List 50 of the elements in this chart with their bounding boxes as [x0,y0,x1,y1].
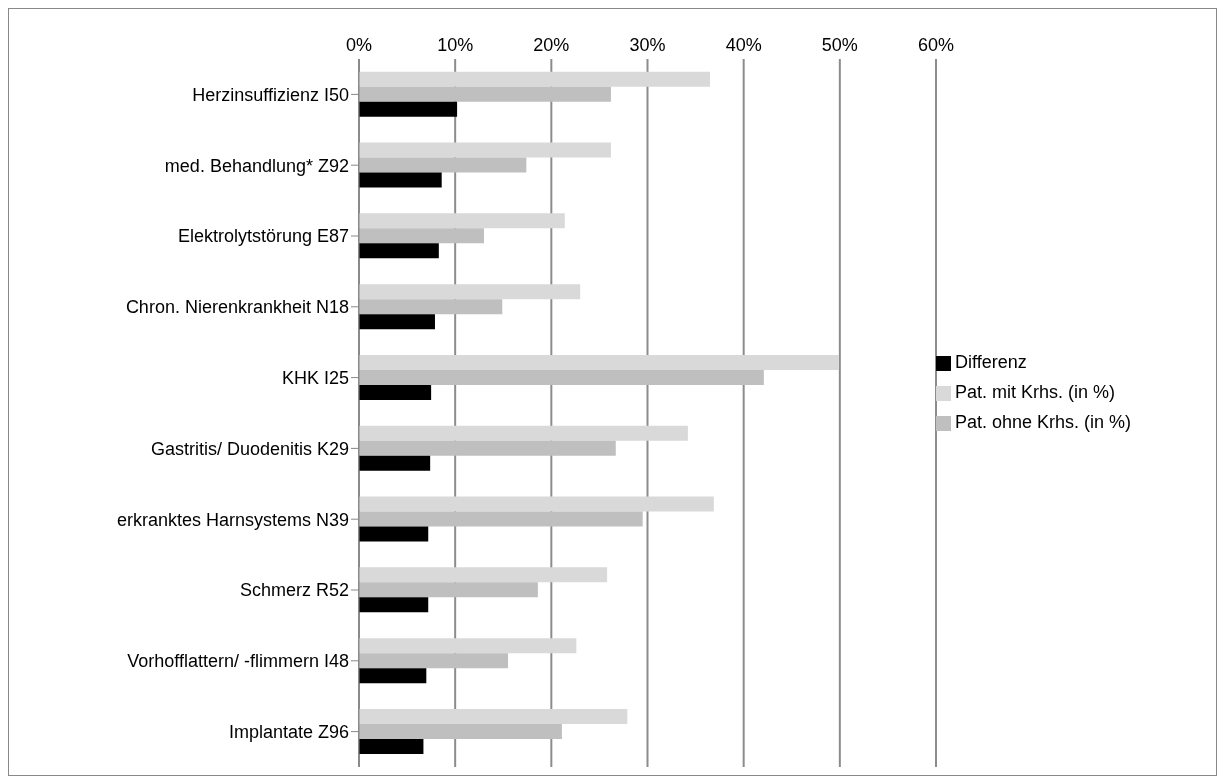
x-tick-label: 60% [917,35,955,55]
y-tick-label: Elektrolytstörung E87 [177,226,349,247]
bar [359,597,429,613]
bar [359,638,577,654]
bar [359,101,458,117]
bar [359,440,616,456]
bar [359,284,581,300]
bar [359,425,688,441]
legend-label: Pat. ohne Krhs. (in %) [955,412,1132,432]
y-tick-label: KHK I25 [281,367,349,388]
bar [359,299,503,315]
y-tick-label: Implantate Z96 [228,721,349,742]
bar [359,213,565,229]
bar [359,708,628,724]
bar [359,86,611,102]
x-tick-label: 50% [821,35,858,55]
bar [359,526,429,542]
y-tick-label: med. Behandlung* Z92 [164,155,349,176]
bar [359,511,643,527]
y-tick-label: Vorhofflattern/ -flimmern I48 [127,651,349,672]
y-tick-label: Herzinsuffizienz I50 [192,84,349,105]
bar [359,243,439,259]
bar [359,369,764,385]
x-tick-label: 10% [437,35,474,55]
y-tick-label: Chron. Nierenkrankheit N18 [125,297,349,318]
bar [359,582,538,598]
bar [359,738,424,754]
bar [359,668,427,684]
y-tick-label: Schmerz R52 [239,580,349,601]
y-tick-label: Gastritis/ Duodenitis K29 [150,438,349,459]
x-tick-label: 30% [629,35,666,55]
bar [359,567,608,583]
bar [359,354,839,370]
x-tick-label: 40% [725,35,762,55]
bar [359,157,527,173]
legend-label: Pat. mit Krhs. (in %) [955,382,1116,402]
bar [359,384,432,400]
bar [359,172,442,188]
bar [359,314,435,330]
bar [359,723,562,739]
bar [359,653,509,669]
x-tick-label: 20% [533,35,570,55]
bar [359,71,711,87]
bar [359,142,611,158]
bar [359,228,485,244]
x-tick-label: 0% [345,35,373,55]
bar [359,455,431,471]
legend-label: Differenz [955,352,1027,372]
bar [359,496,714,512]
y-tick-label: erkranktes Harnsystems N39 [116,509,349,530]
